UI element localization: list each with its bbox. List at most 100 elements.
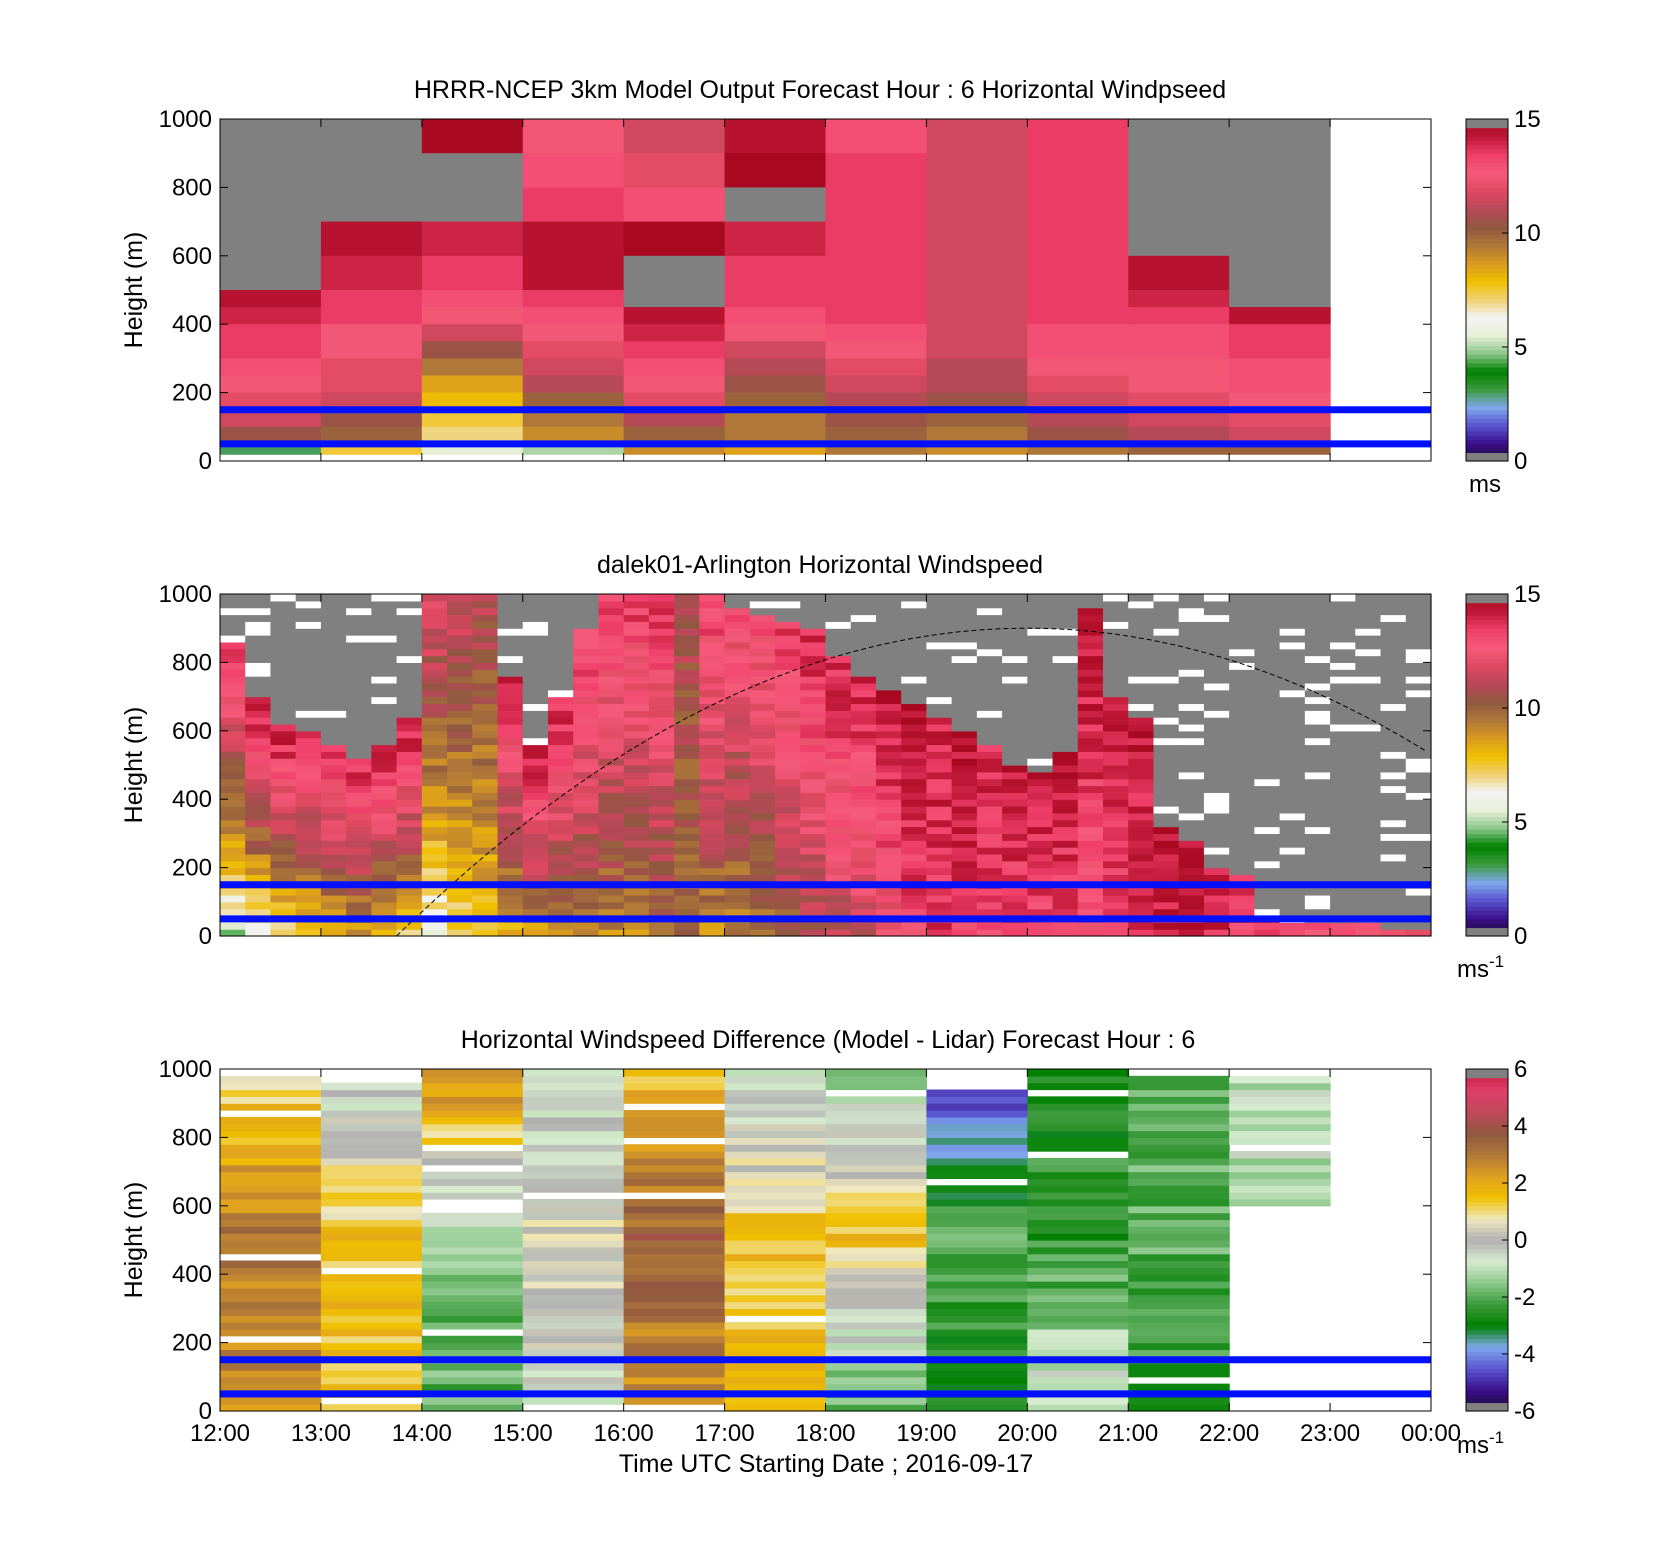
heatmap-cell [1153, 826, 1180, 834]
heatmap-cell [1027, 758, 1054, 766]
heatmap-cell [320, 358, 423, 377]
heatmap-cell [825, 290, 928, 308]
heatmap-cell [371, 737, 398, 746]
heatmap-cell [1405, 669, 1432, 677]
heatmap-cell [421, 409, 524, 428]
heatmap-cell [522, 1233, 625, 1241]
heatmap-cell [472, 799, 499, 807]
heatmap-cell [421, 867, 448, 876]
heatmap-cell [1405, 778, 1432, 787]
heatmap-cell [1178, 867, 1205, 876]
heatmap-cell [522, 375, 625, 394]
colorbar-tick-label: 2 [1514, 1170, 1527, 1197]
heatmap-cell [346, 744, 372, 752]
heatmap-cell [220, 1233, 322, 1241]
heatmap-cell [396, 888, 423, 896]
heatmap-cell [1380, 799, 1407, 807]
heatmap-cell [825, 730, 852, 739]
heatmap-cell [320, 676, 347, 684]
heatmap-cell [749, 682, 776, 691]
heatmap-cell [623, 922, 650, 930]
heatmap-cell [1027, 1328, 1129, 1337]
heatmap-cell [724, 358, 827, 377]
heatmap-cell [1027, 894, 1054, 903]
heatmap-cell [547, 751, 574, 759]
heatmap-cell [1203, 737, 1230, 746]
heatmap-cell [547, 607, 574, 616]
heatmap-cell [1002, 723, 1028, 732]
heatmap-cell [825, 1075, 928, 1084]
heatmap-cell [1380, 710, 1407, 718]
heatmap-cell [522, 901, 549, 910]
heatmap-cell [598, 600, 625, 609]
heatmap-cell [522, 1198, 625, 1207]
heatmap-cell [875, 874, 902, 882]
heatmap-cell [623, 751, 650, 759]
heatmap-cell [951, 737, 978, 746]
heatmap-cell [1304, 812, 1331, 821]
heatmap-cell [623, 1315, 726, 1323]
heatmap-cell [522, 600, 549, 609]
heatmap-cell [1330, 737, 1356, 746]
heatmap-cell [674, 888, 700, 896]
heatmap-cell [1254, 600, 1281, 609]
heatmap-cell [850, 676, 877, 684]
heatmap-cell [447, 696, 473, 705]
heatmap-cell [1077, 723, 1104, 732]
heatmap-cell [1027, 737, 1054, 746]
heatmap-cell [926, 1157, 1028, 1166]
heatmap-cell [320, 392, 423, 411]
heatmap-cell [220, 696, 246, 705]
heatmap-cell [1128, 621, 1155, 629]
heatmap-cell [623, 1240, 726, 1248]
heatmap-cell [1380, 894, 1407, 903]
heatmap-cell [1027, 255, 1129, 291]
heatmap-cell [547, 621, 574, 629]
heatmap-cell [976, 888, 1003, 896]
colorbar-segment [1466, 1180, 1508, 1186]
heatmap-cell [1002, 662, 1028, 670]
heatmap-cell [1254, 929, 1281, 937]
heatmap-cell [825, 840, 852, 848]
heatmap-cell [1027, 1096, 1129, 1104]
heatmap-cell [497, 847, 524, 855]
heatmap-cell [951, 662, 978, 670]
heatmap-cell [1128, 1226, 1230, 1234]
heatmap-cell [320, 1178, 423, 1186]
heatmap-cell [749, 894, 776, 903]
heatmap-cell [421, 1274, 524, 1282]
heatmap-cell [1002, 607, 1028, 616]
heatmap-cell [1254, 771, 1281, 780]
heatmap-cell [1355, 676, 1382, 684]
heatmap-cell [1178, 744, 1205, 752]
heatmap-cell [749, 648, 776, 657]
heatmap-cell [346, 874, 372, 882]
heatmap-cell [724, 812, 751, 821]
colorbar-tick-label: 10 [1514, 220, 1541, 247]
heatmap-cell [1052, 648, 1079, 657]
heatmap-cell [1153, 894, 1180, 903]
heatmap-cell [825, 662, 852, 670]
heatmap-cell [623, 1287, 726, 1296]
heatmap-cell [245, 888, 272, 896]
heatmap-cell [1002, 703, 1028, 711]
heatmap-cell [522, 255, 625, 291]
heatmap-cell [623, 607, 650, 616]
heatmap-cell [699, 874, 726, 882]
colorbar-segment [1466, 277, 1508, 283]
heatmap-cell [320, 785, 347, 793]
heatmap-cell [522, 635, 549, 643]
heatmap-cell [901, 723, 928, 732]
heatmap-cell [800, 689, 827, 698]
heatmap-cell [421, 1349, 524, 1357]
heatmap-cell [648, 894, 675, 903]
heatmap-cell [623, 621, 650, 629]
heatmap-cell [850, 703, 877, 711]
heatmap-cell [699, 833, 726, 841]
heatmap-cell [1203, 860, 1230, 869]
heatmap-cell [926, 392, 1028, 411]
heatmap-cell [1405, 901, 1432, 910]
heatmap-cell [951, 812, 978, 821]
heatmap-cell [749, 594, 776, 602]
heatmap-cell [1380, 751, 1407, 759]
